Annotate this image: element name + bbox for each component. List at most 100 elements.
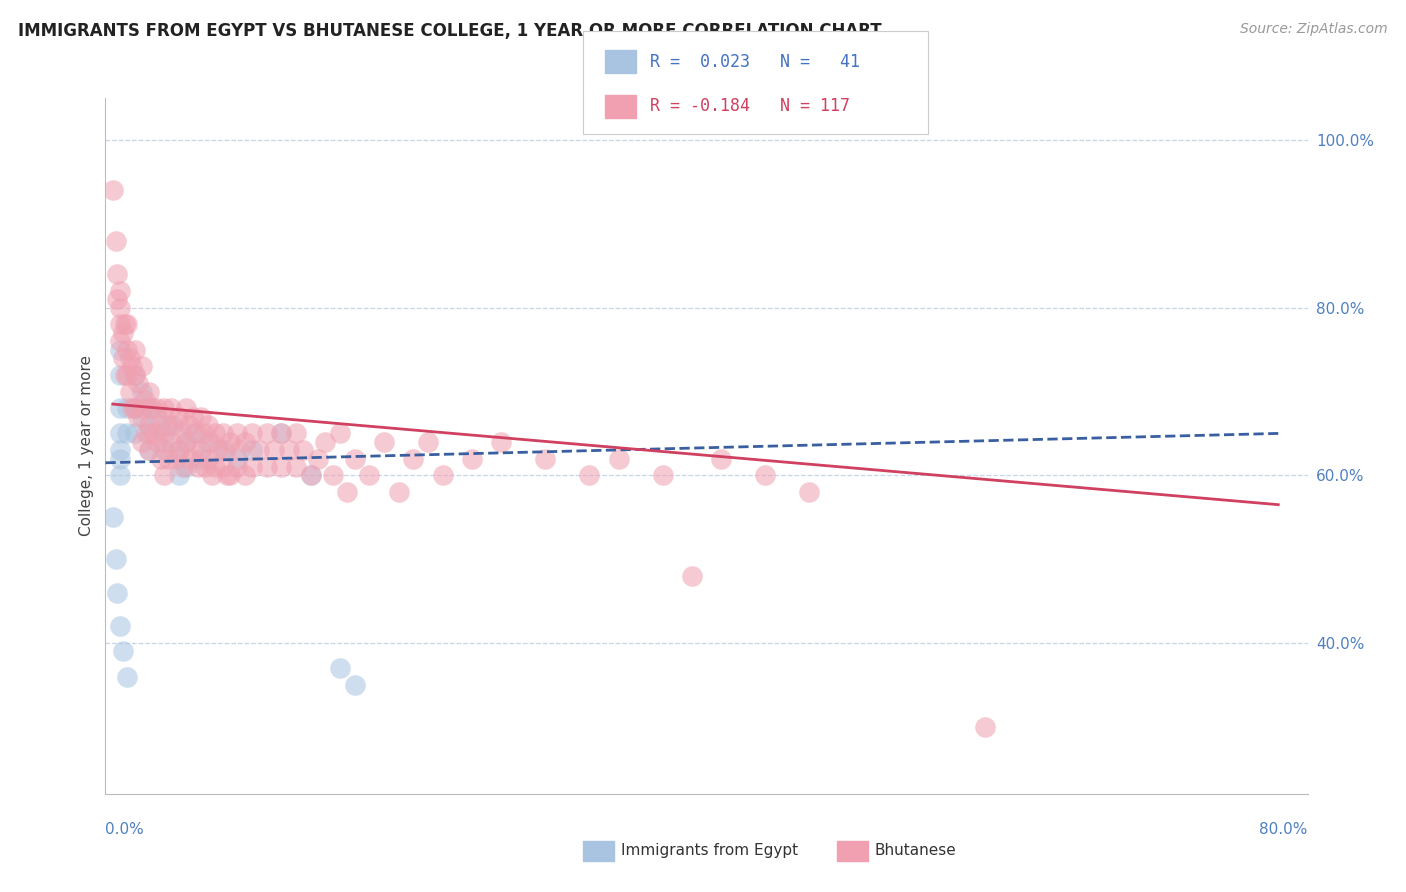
Point [179, 451, 201, 466]
Point [142, 426, 165, 441]
Point [114, 368, 136, 382]
Point [145, 434, 167, 449]
Point [607, 451, 630, 466]
Point [120, 351, 142, 365]
Point [127, 376, 149, 391]
Point [754, 468, 776, 483]
Point [170, 426, 193, 441]
Point [149, 418, 172, 433]
Point [240, 459, 263, 474]
Point [138, 443, 160, 458]
Point [226, 426, 249, 441]
Point [114, 318, 136, 332]
Text: Immigrants from Egypt: Immigrants from Egypt [621, 844, 799, 858]
Text: 0.0%: 0.0% [105, 822, 145, 837]
Point [307, 451, 329, 466]
Point [373, 434, 395, 449]
Point [153, 426, 176, 441]
Point [359, 468, 381, 483]
Point [138, 401, 160, 416]
Point [145, 401, 167, 416]
Point [108, 619, 131, 633]
Text: Bhutanese: Bhutanese [875, 844, 956, 858]
Point [117, 669, 139, 683]
Point [167, 443, 190, 458]
Point [322, 468, 344, 483]
Point [124, 368, 146, 382]
Point [105, 585, 128, 599]
Point [285, 426, 308, 441]
Point [329, 661, 352, 675]
Point [138, 443, 160, 458]
Point [201, 468, 224, 483]
Point [127, 409, 149, 424]
Point [172, 459, 194, 474]
Point [112, 326, 135, 340]
Text: R =  0.023   N =   41: R = 0.023 N = 41 [650, 53, 859, 70]
Point [183, 426, 205, 441]
Point [153, 401, 176, 416]
Point [402, 451, 425, 466]
Point [101, 183, 124, 197]
Point [120, 384, 142, 399]
Point [167, 409, 190, 424]
Point [105, 293, 128, 307]
Point [416, 434, 439, 449]
Point [292, 443, 315, 458]
Point [167, 468, 190, 483]
Point [167, 443, 190, 458]
Point [108, 426, 131, 441]
Point [277, 443, 299, 458]
Point [138, 384, 160, 399]
Point [138, 418, 160, 433]
Point [117, 318, 139, 332]
Point [314, 434, 336, 449]
Point [263, 443, 285, 458]
Point [135, 426, 157, 441]
Point [108, 401, 131, 416]
Text: R = -0.184   N = 117: R = -0.184 N = 117 [650, 97, 849, 115]
Point [432, 468, 454, 483]
Point [681, 569, 703, 583]
Point [131, 401, 153, 416]
Point [174, 434, 197, 449]
Point [124, 343, 146, 357]
Point [240, 443, 263, 458]
Point [183, 409, 205, 424]
Point [108, 368, 131, 382]
Point [247, 443, 270, 458]
Point [108, 301, 131, 315]
Point [204, 459, 226, 474]
Point [270, 426, 292, 441]
Point [343, 678, 366, 692]
Point [117, 368, 139, 382]
Point [131, 359, 153, 374]
Point [229, 443, 252, 458]
Point [219, 434, 242, 449]
Point [108, 443, 131, 458]
Point [104, 234, 127, 248]
Point [204, 426, 226, 441]
Point [197, 451, 219, 466]
Point [797, 485, 820, 500]
Point [124, 368, 146, 382]
Point [150, 451, 173, 466]
Point [177, 418, 200, 433]
Point [124, 401, 146, 416]
Point [121, 401, 143, 416]
Point [491, 434, 513, 449]
Text: IMMIGRANTS FROM EGYPT VS BHUTANESE COLLEGE, 1 YEAR OR MORE CORRELATION CHART: IMMIGRANTS FROM EGYPT VS BHUTANESE COLLE… [18, 22, 882, 40]
Point [108, 343, 131, 357]
Text: 80.0%: 80.0% [1260, 822, 1308, 837]
Point [108, 284, 131, 298]
Point [117, 343, 139, 357]
Point [108, 468, 131, 483]
Point [156, 418, 179, 433]
Point [211, 426, 233, 441]
Point [145, 409, 167, 424]
Point [193, 426, 215, 441]
Point [160, 434, 183, 449]
Point [105, 267, 128, 281]
Point [336, 485, 359, 500]
Point [124, 426, 146, 441]
